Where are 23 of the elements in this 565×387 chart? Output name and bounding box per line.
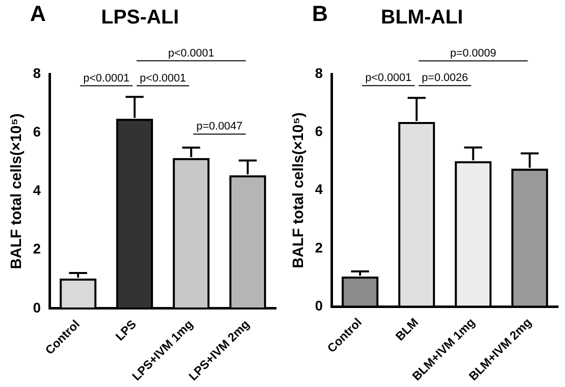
y-tick-label: 4 bbox=[32, 182, 41, 198]
text: B bbox=[312, 1, 328, 26]
y-tick-label: 2 bbox=[314, 239, 323, 256]
y-tick-label: 0 bbox=[32, 299, 41, 316]
y-tick-label: 0 bbox=[314, 297, 323, 314]
text: A bbox=[30, 1, 46, 26]
chart-title: LPS-ALI bbox=[101, 6, 179, 29]
y-tick-label: 4 bbox=[314, 181, 323, 198]
chart-title: BLM-ALI bbox=[380, 6, 464, 29]
annotation: p=0.0026 bbox=[422, 72, 468, 84]
annotation: p<0.0001 bbox=[140, 72, 186, 84]
y-axis-title: BALF total cells(×10⁵) bbox=[290, 112, 308, 268]
y-tick-label: 2 bbox=[32, 240, 41, 257]
text: p<0.0001 bbox=[168, 47, 214, 60]
text: p=0.0009 bbox=[450, 47, 496, 60]
y-axis-title: BALF total cells(×10⁵) bbox=[8, 113, 26, 270]
annotation: p<0.0001 bbox=[365, 72, 412, 84]
y-tick-label: 8 bbox=[314, 64, 323, 81]
y-tick-label: 6 bbox=[32, 123, 41, 140]
y-tick-label: 8 bbox=[32, 64, 41, 81]
annotation: p=0.0047 bbox=[196, 120, 243, 133]
y-tick-label: 6 bbox=[314, 123, 323, 140]
annotation: p<0.0001 bbox=[83, 72, 130, 84]
